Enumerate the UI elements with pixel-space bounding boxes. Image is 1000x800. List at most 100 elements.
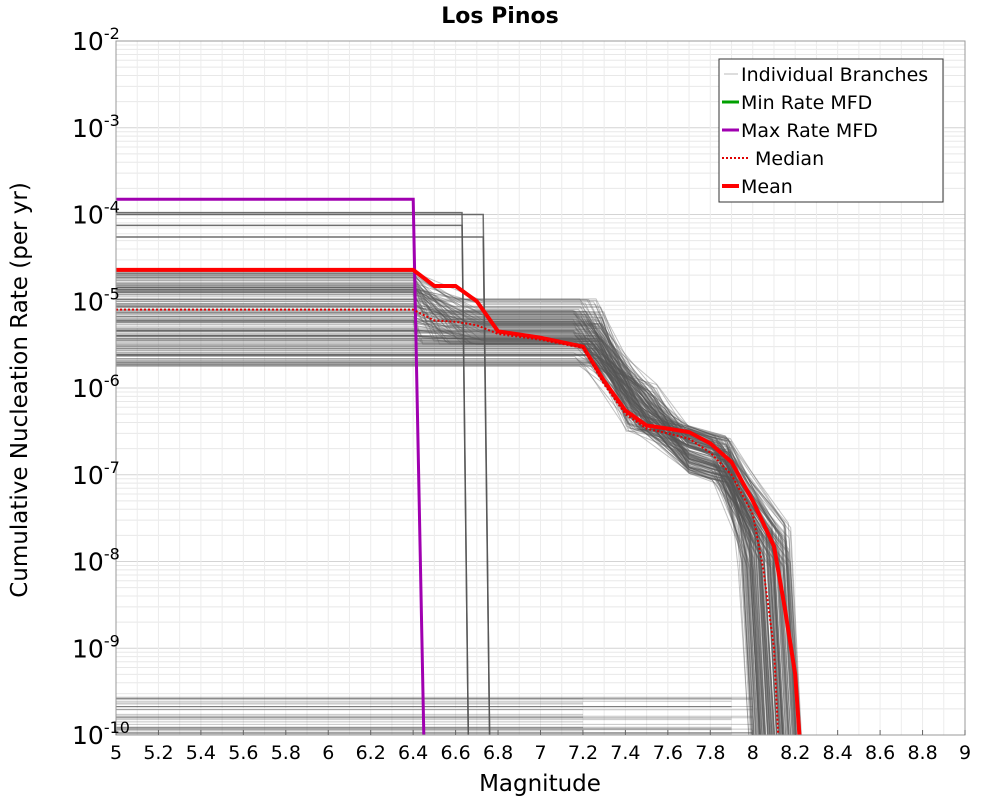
branch-line [116, 338, 785, 735]
branch-line [116, 286, 761, 735]
x-tick-label: 7.6 [653, 742, 683, 764]
branch-line [116, 307, 765, 735]
branch-line [116, 290, 769, 735]
branch-line [116, 319, 785, 735]
branch-line [116, 277, 778, 735]
branch-line [116, 327, 769, 735]
x-tick-label: 5.2 [143, 742, 173, 764]
branch-line [116, 286, 763, 735]
branch-line [116, 299, 766, 735]
branch-line [116, 311, 770, 735]
y-axis-label: Cumulative Nucleation Rate (per yr) [7, 182, 33, 598]
branch-line [116, 312, 793, 735]
branch-line [116, 281, 765, 735]
branch-line [116, 300, 792, 735]
y-tick-label: 10-2 [72, 24, 120, 56]
branch-line [116, 299, 763, 735]
branch-line [116, 277, 761, 735]
branch-line [116, 283, 774, 735]
branch-line-high [116, 224, 470, 735]
branch-line [116, 365, 788, 735]
branch-line [116, 286, 778, 735]
branch-line [116, 288, 784, 735]
branch-line [116, 305, 763, 735]
branch-line [116, 334, 798, 735]
x-tick-label: 8.8 [907, 742, 937, 764]
branch-line [116, 291, 781, 735]
branch-line [116, 282, 769, 735]
branch-line [116, 274, 784, 735]
branch-line [116, 277, 784, 735]
x-tick-label: 5.8 [271, 742, 301, 764]
y-tick-label: 10-4 [72, 198, 120, 230]
branch-line [116, 354, 766, 735]
branch-line [116, 310, 771, 735]
legend-label-median: Median [755, 148, 824, 170]
x-tick-label: 5 [110, 742, 122, 764]
x-tick-label: 6 [322, 742, 334, 764]
branch-line [116, 276, 774, 735]
y-tick-label: 10-5 [72, 284, 120, 316]
branch-line [116, 315, 784, 735]
x-ticks: 5 5.2 5.4 5.6 5.8 6 6.2 6.4 6.6 6.8 7 7.2 7.4 7.6 7.8 8… [110, 730, 971, 764]
legend-label-mean: Mean [741, 176, 793, 198]
branch-line [116, 331, 773, 735]
branch-line [116, 364, 751, 735]
branch-line [116, 311, 755, 735]
branch-line [116, 338, 801, 735]
branch-line [116, 352, 761, 735]
y-tick-label: 10-9 [72, 631, 120, 663]
branch-line [116, 300, 774, 735]
x-axis-label: Magnitude [479, 771, 601, 797]
branch-line [116, 352, 768, 735]
branch-line [116, 339, 778, 735]
branch-line [116, 348, 773, 735]
branch-line [116, 334, 793, 735]
x-tick-label: 6.6 [440, 742, 470, 764]
branch-line [116, 306, 758, 735]
branch-line [116, 335, 755, 735]
x-tick-label: 6.8 [483, 742, 513, 764]
x-tick-label: 7.4 [610, 742, 640, 764]
y-tick-label: 10-10 [72, 718, 130, 750]
branch-line [116, 355, 796, 735]
branch-line [116, 289, 761, 735]
branch-line [116, 344, 797, 735]
x-tick-label: 8.4 [823, 742, 853, 764]
x-tick-label: 5.4 [186, 742, 216, 764]
branch-line [116, 354, 789, 735]
branch-line [116, 293, 785, 735]
branch-line [116, 285, 772, 735]
branch-line [116, 289, 780, 735]
branch-line [116, 346, 793, 735]
branch-line [116, 304, 756, 735]
branch-line [116, 344, 753, 735]
branch-line [116, 364, 775, 735]
branch-line [116, 324, 773, 735]
branch-line [116, 330, 783, 735]
legend-label-min-rate: Min Rate MFD [741, 92, 872, 114]
branch-line [116, 287, 790, 735]
x-tick-label: 7 [534, 742, 546, 764]
branch-line [116, 320, 796, 735]
x-tick-label: 8 [747, 742, 759, 764]
branch-line [116, 284, 802, 735]
branch-line [116, 284, 762, 735]
branch-line [116, 321, 798, 735]
branch-line [116, 360, 796, 735]
branch-line [116, 303, 790, 735]
branch-line [116, 320, 771, 735]
branch-line [116, 273, 801, 735]
branch-line [116, 335, 763, 735]
branch-line [116, 341, 802, 735]
branch-line [116, 312, 761, 735]
branch-line [116, 339, 772, 735]
branch-line [116, 330, 760, 735]
branch-line [116, 291, 775, 735]
branch-line [116, 365, 778, 735]
branch-line [116, 338, 769, 735]
branch-line [116, 348, 759, 735]
branch-line [116, 272, 766, 735]
y-tick-label: 10-8 [72, 545, 120, 577]
